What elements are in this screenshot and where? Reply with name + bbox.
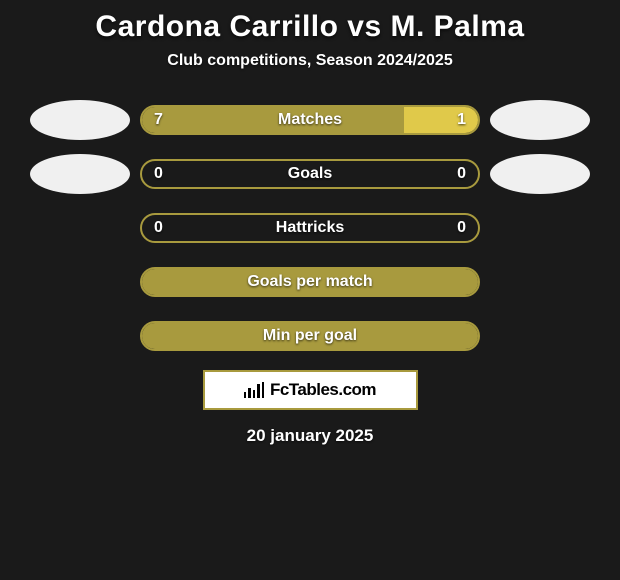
- avatar-left: [30, 154, 130, 194]
- stat-bar: Goals per match: [140, 267, 480, 297]
- stat-value-right: 1: [457, 111, 466, 129]
- stat-value-left: 7: [154, 111, 163, 129]
- avatar-spacer: [490, 262, 590, 302]
- date-label: 20 january 2025: [0, 426, 620, 446]
- stat-row: Min per goal: [0, 316, 620, 356]
- avatar-spacer: [30, 262, 130, 302]
- avatar-left: [30, 100, 130, 140]
- avatar-spacer: [490, 208, 590, 248]
- stat-row: 7 1 Matches: [0, 100, 620, 140]
- stat-row: 0 0 Hattricks: [0, 208, 620, 248]
- stat-label: Hattricks: [276, 219, 344, 237]
- stat-row: 0 0 Goals: [0, 154, 620, 194]
- stat-bar: 7 1 Matches: [140, 105, 480, 135]
- stat-value-right: 0: [457, 165, 466, 183]
- stat-label: Min per goal: [263, 327, 357, 345]
- comparison-infographic: Cardona Carrillo vs M. Palma Club compet…: [0, 0, 620, 456]
- stat-label: Goals: [288, 165, 332, 183]
- avatar-right: [490, 100, 590, 140]
- stat-value-right: 0: [457, 219, 466, 237]
- stat-value-left: 0: [154, 165, 163, 183]
- page-title: Cardona Carrillo vs M. Palma: [0, 10, 620, 44]
- page-subtitle: Club competitions, Season 2024/2025: [0, 52, 620, 70]
- chart-icon: [244, 382, 264, 398]
- avatar-spacer: [490, 316, 590, 356]
- stats-area: 7 1 Matches 0 0 Goals 0 0 Hattricks Goals per mat…: [0, 100, 620, 356]
- avatar-spacer: [30, 316, 130, 356]
- stat-label: Goals per match: [247, 273, 372, 291]
- stat-row: Goals per match: [0, 262, 620, 302]
- brand-badge: FcTables.com: [203, 370, 418, 410]
- brand-text: FcTables.com: [270, 380, 376, 400]
- stat-bar: Min per goal: [140, 321, 480, 351]
- stat-value-left: 0: [154, 219, 163, 237]
- stat-bar: 0 0 Hattricks: [140, 213, 480, 243]
- stat-bar: 0 0 Goals: [140, 159, 480, 189]
- bar-fill-right: [404, 107, 478, 133]
- bar-fill-left: [142, 107, 404, 133]
- avatar-right: [490, 154, 590, 194]
- stat-label: Matches: [278, 111, 342, 129]
- avatar-spacer: [30, 208, 130, 248]
